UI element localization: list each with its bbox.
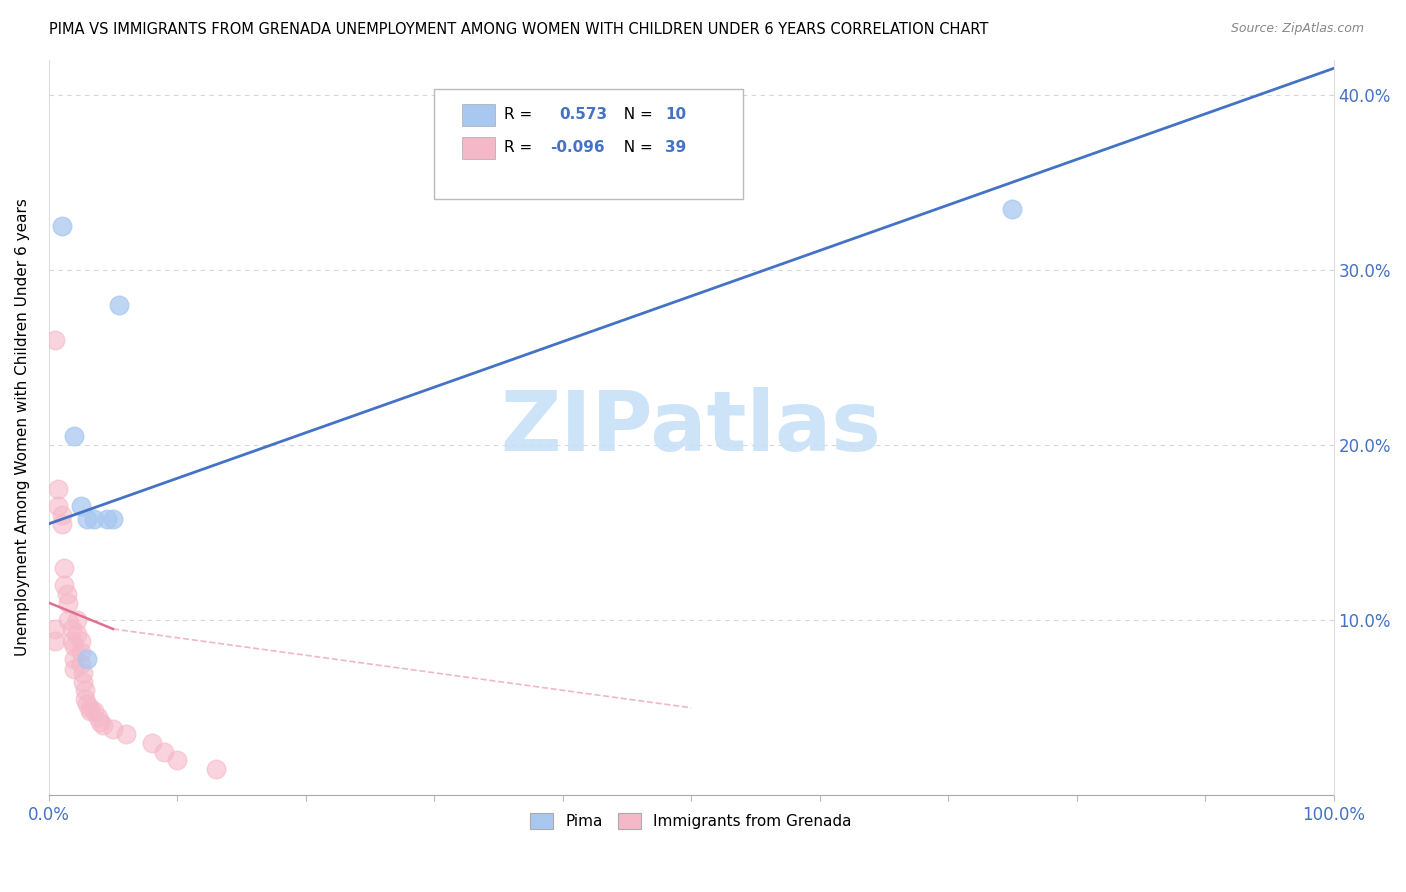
Point [70, 645, 93, 659]
Text: R =: R = [503, 140, 537, 155]
Point [166, 753, 188, 767]
Text: R =: R = [503, 107, 541, 122]
Text: N =: N = [614, 107, 658, 122]
Point [53, 578, 76, 592]
Point [63, 662, 86, 676]
Point [1001, 202, 1024, 216]
Text: 10: 10 [665, 107, 686, 122]
Text: N =: N = [614, 140, 658, 155]
Point [66, 613, 89, 627]
FancyBboxPatch shape [463, 103, 495, 126]
Point [63, 640, 86, 654]
Point [76, 511, 98, 525]
Point [46, 482, 69, 496]
Point [56, 613, 79, 627]
Text: ZIPatlas: ZIPatlas [501, 387, 882, 468]
Point [70, 500, 93, 514]
Point [44, 634, 66, 648]
Point [83, 511, 105, 525]
Point [63, 652, 86, 666]
Text: PIMA VS IMMIGRANTS FROM GRENADA UNEMPLOYMENT AMONG WOMEN WITH CHILDREN UNDER 6 Y: PIMA VS IMMIGRANTS FROM GRENADA UNEMPLOY… [49, 22, 988, 37]
Text: 39: 39 [665, 140, 686, 155]
Point [63, 429, 86, 443]
Point [204, 762, 226, 776]
Point [108, 298, 131, 312]
Point [51, 219, 73, 233]
Text: -0.096: -0.096 [550, 140, 605, 155]
Point [153, 745, 176, 759]
Point [76, 698, 98, 712]
Point [73, 683, 96, 698]
Point [70, 657, 93, 671]
Point [66, 627, 89, 641]
Point [91, 718, 114, 732]
Point [72, 674, 94, 689]
Point [79, 704, 101, 718]
Point [53, 560, 76, 574]
Point [96, 511, 118, 525]
Point [76, 652, 98, 666]
Point [60, 634, 83, 648]
Point [73, 692, 96, 706]
Point [51, 516, 73, 531]
Legend: Pima, Immigrants from Grenada: Pima, Immigrants from Grenada [524, 807, 858, 836]
Point [70, 634, 93, 648]
Point [60, 622, 83, 636]
Point [79, 700, 101, 714]
Y-axis label: Unemployment Among Women with Children Under 6 years: Unemployment Among Women with Children U… [15, 199, 30, 657]
Point [115, 727, 138, 741]
Point [101, 511, 124, 525]
Point [89, 714, 111, 729]
FancyBboxPatch shape [463, 136, 495, 159]
Point [44, 622, 66, 636]
FancyBboxPatch shape [434, 89, 742, 200]
Point [46, 500, 69, 514]
Point [141, 736, 163, 750]
Point [51, 508, 73, 522]
Point [44, 333, 66, 347]
Text: 0.573: 0.573 [558, 107, 607, 122]
Point [55, 587, 77, 601]
Point [72, 665, 94, 680]
Point [83, 704, 105, 718]
Point [56, 596, 79, 610]
Point [86, 709, 108, 723]
Point [101, 722, 124, 736]
Text: Source: ZipAtlas.com: Source: ZipAtlas.com [1230, 22, 1364, 36]
